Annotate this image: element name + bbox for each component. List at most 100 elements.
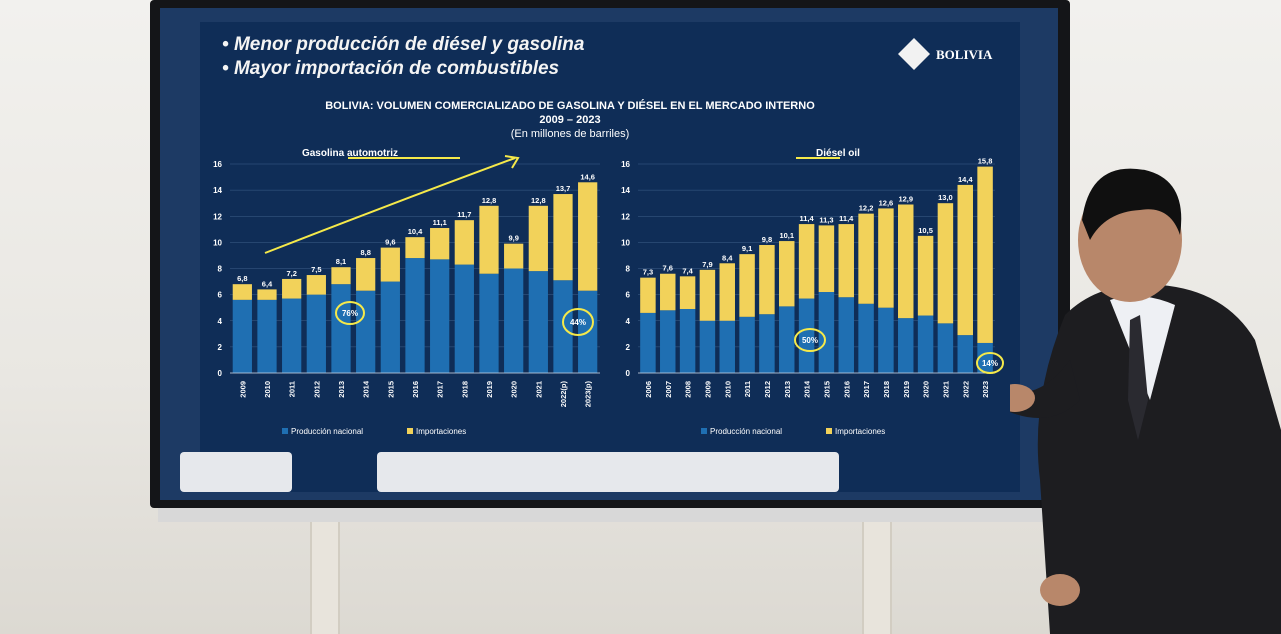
legend-swatch-imports-gasolina [407, 428, 413, 434]
annotation-trend-arrow [264, 157, 516, 254]
data-label-diesel-2017: 12,2 [859, 204, 874, 213]
xtick-label-gasolina-2020: 2020 [510, 381, 519, 398]
bar-production-diesel-2006 [640, 312, 656, 373]
xtick-label-diesel-2022: 2022 [961, 381, 970, 398]
bar-imports-gasolina-2012 [306, 275, 326, 295]
bar-production-diesel-2017 [858, 303, 874, 373]
data-label-gasolina-2021: 12,8 [531, 196, 546, 205]
bar-imports-diesel-2011 [739, 254, 755, 317]
bar-production-diesel-2011 [739, 316, 755, 373]
bullet-2-text: Mayor importación de combustibles [233, 58, 560, 79]
whiteboard-toolbar-main[interactable] [377, 452, 839, 492]
presenter [1010, 168, 1281, 634]
data-label-diesel-2011: 9,1 [742, 244, 752, 253]
bar-imports-diesel-2008 [679, 276, 696, 309]
chart-title-line3: (En millones de barriles) [510, 128, 630, 140]
legend-label-production-diesel: Producción nacional [710, 427, 782, 436]
xtick-label-gasolina-2022(p): 2022(p) [559, 381, 568, 408]
ytick-label-gasolina-12: 12 [213, 212, 222, 221]
bar-imports-gasolina-2011 [282, 278, 302, 299]
display-stand-right [862, 520, 892, 634]
bar-imports-diesel-2019 [898, 204, 914, 319]
bar-imports-gasolina-2016 [405, 237, 425, 259]
chart-title-line1: BOLIVIA: VOLUMEN COMERCIALIZADO DE GASOL… [325, 100, 815, 112]
presenter-body [1037, 284, 1281, 634]
data-label-gasolina-2015: 9,6 [385, 238, 395, 247]
bolivia-logo: BOLIVIA [898, 38, 993, 74]
annotation-pct-diesel-2014: 50% [802, 336, 818, 345]
data-label-diesel-2013: 10,1 [779, 231, 794, 240]
ytick-label-diesel-4: 4 [626, 317, 631, 326]
ytick-label-gasolina-8: 8 [218, 265, 223, 274]
data-label-gasolina-2011: 7,2 [286, 269, 296, 278]
data-label-gasolina-2022(p): 13,7 [556, 184, 571, 193]
data-label-gasolina-2010: 6,4 [262, 279, 273, 288]
bar-production-gasolina-2010 [257, 299, 277, 373]
charts-svg: 0 2 4 6 8 10 12 14 16 Gasolina automotriz 6,8 2009 6… [213, 148, 1004, 436]
display-bezel [158, 508, 1058, 522]
bar-production-gasolina-2020 [504, 268, 524, 373]
xtick-label-diesel-2018: 2018 [882, 381, 891, 398]
data-label-diesel-2009: 7,9 [702, 260, 712, 269]
annotation-circle-diesel-2014 [794, 328, 826, 352]
xtick-label-gasolina-2023(p): 2023(p) [584, 381, 593, 408]
bar-imports-diesel-2007 [660, 273, 676, 311]
bar-imports-gasolina-2014 [356, 258, 376, 291]
annotation-circle-diesel-2023 [976, 352, 1004, 374]
presenter-hand [1010, 384, 1035, 412]
bar-production-gasolina-2013 [331, 284, 351, 373]
bullet-1: • Menor producción de diésel y gasolina [222, 34, 585, 55]
xtick-label-gasolina-2019: 2019 [485, 381, 494, 398]
xtick-label-diesel-2019: 2019 [902, 381, 911, 398]
xtick-label-gasolina-2009: 2009 [238, 381, 247, 398]
annotation-pct-diesel-2023: 14% [982, 359, 998, 368]
bar-imports-gasolina-2023(p) [578, 182, 598, 291]
display-screen: • Menor producción de diésel y gasolina … [160, 8, 1058, 500]
xtick-label-gasolina-2011: 2011 [288, 381, 297, 397]
bar-imports-diesel-2009 [699, 269, 716, 321]
bar-imports-diesel-2022 [957, 184, 973, 336]
ytick-label-diesel-2: 2 [626, 343, 631, 352]
ytick-label-gasolina-16: 16 [213, 160, 222, 169]
bar-imports-diesel-2015 [818, 225, 835, 293]
bar-production-diesel-2015 [818, 292, 835, 373]
bar-imports-diesel-2012 [759, 244, 775, 315]
data-label-diesel-2008: 7,4 [682, 266, 693, 275]
annotation-circle-gasolina-2014 [335, 301, 365, 325]
ytick-label-diesel-16: 16 [621, 160, 630, 169]
bar-production-gasolina-2011 [282, 298, 302, 373]
xtick-label-diesel-2012: 2012 [763, 381, 772, 398]
xtick-label-diesel-2016: 2016 [842, 381, 851, 398]
xtick-label-gasolina-2021: 2021 [534, 381, 543, 398]
ytick-label-gasolina-4: 4 [218, 317, 223, 326]
bar-production-diesel-2016 [838, 297, 854, 373]
bar-production-diesel-2021 [937, 323, 954, 373]
chart-subtitle-gasolina: Gasolina automotriz [302, 148, 398, 159]
whiteboard-toolbar-left[interactable] [180, 452, 292, 492]
data-label-diesel-2010: 8,4 [722, 253, 733, 262]
xtick-label-gasolina-2018: 2018 [460, 381, 469, 398]
xtick-label-diesel-2017: 2017 [862, 381, 871, 398]
data-label-gasolina-2019: 12,8 [482, 196, 497, 205]
bar-production-diesel-2008 [679, 308, 696, 373]
xtick-label-diesel-2023: 2023 [981, 381, 990, 398]
bar-imports-diesel-2014 [798, 224, 815, 299]
data-label-diesel-2012: 9,8 [762, 235, 772, 244]
bar-production-gasolina-2009 [232, 299, 252, 373]
data-label-gasolina-2023(p): 14,6 [580, 172, 595, 181]
bar-imports-gasolina-2015 [380, 247, 400, 282]
ytick-label-gasolina-0: 0 [218, 369, 223, 378]
ytick-label-gasolina-10: 10 [213, 238, 222, 247]
bar-production-gasolina-2016 [405, 258, 425, 373]
bar-production-diesel-2023 [977, 342, 993, 373]
bar-production-diesel-2019 [898, 318, 914, 373]
xtick-label-gasolina-2017: 2017 [436, 381, 445, 398]
legend-label-imports-gasolina: Importaciones [416, 427, 466, 436]
bar-production-gasolina-2017 [430, 259, 450, 373]
data-label-diesel-2018: 12,6 [879, 198, 894, 207]
bar-production-gasolina-2018 [454, 264, 474, 373]
bar-production-diesel-2014 [798, 298, 815, 373]
data-label-gasolina-2020: 9,9 [508, 234, 518, 243]
annotation-arrowhead [504, 155, 520, 169]
bar-imports-gasolina-2022(p) [553, 194, 573, 281]
